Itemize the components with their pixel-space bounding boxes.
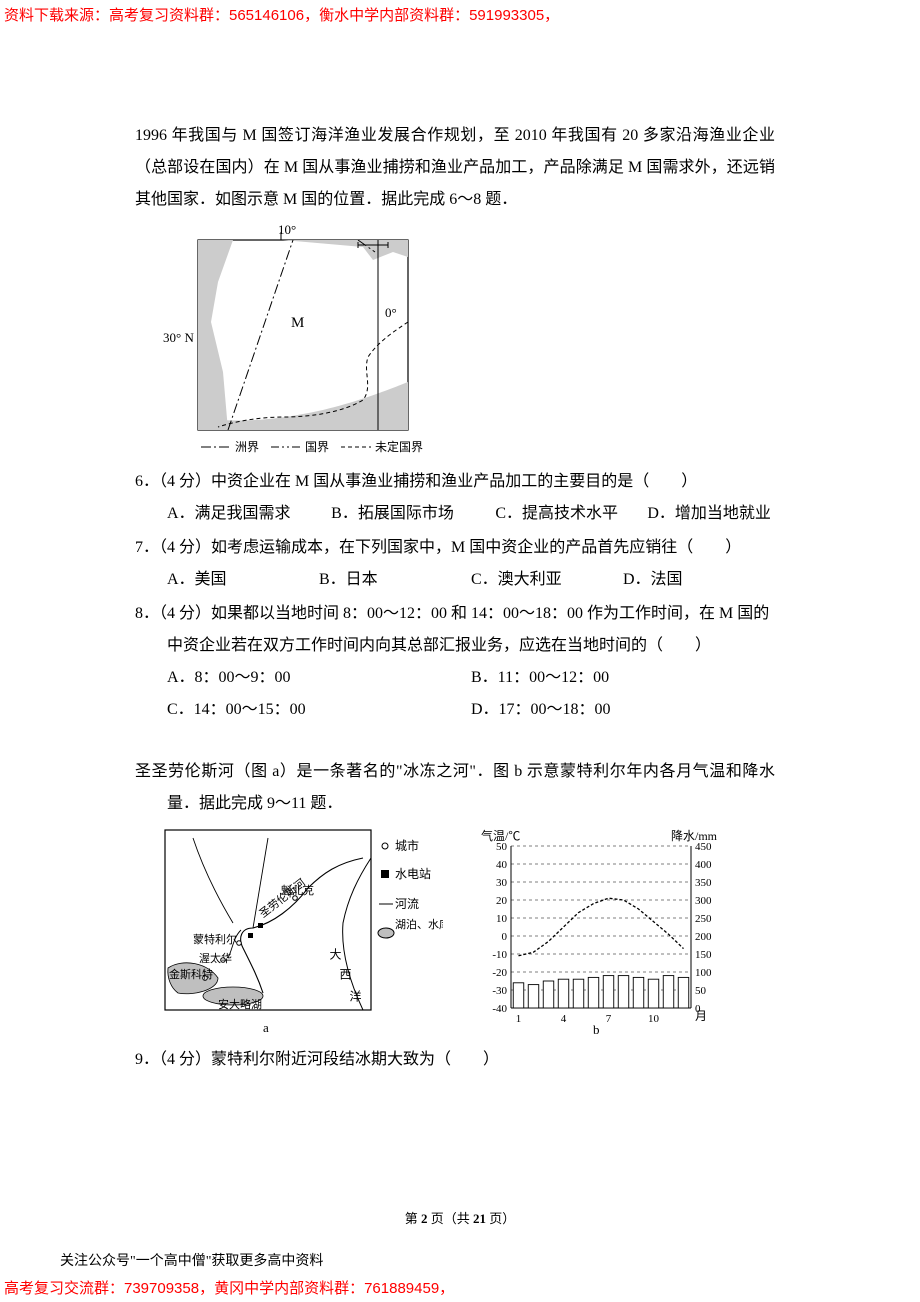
- svg-text:30: 30: [496, 877, 508, 889]
- q8-stem: 8．（4 分）如果都以当地时间 8：00～12：00 和 14：00～18：00…: [135, 598, 775, 662]
- svg-text:10: 10: [496, 913, 508, 925]
- fig2a-atlantic-1: 大: [328, 948, 342, 960]
- page-num-total: 21: [473, 1211, 486, 1226]
- fig2a-legend-hydro: 水电站: [395, 867, 431, 881]
- svg-text:洋: 洋: [348, 989, 362, 1002]
- q8-options-row2: C．14：00～15：00 D．17：00～18：00: [135, 694, 775, 726]
- figure-2a-map: 魁北克 蒙特利尔 渥太华 金斯科特 安大略湖 大 西 洋 圣劳伦斯河 城市 水电…: [163, 828, 443, 1038]
- page-num-mid: 页（共: [427, 1211, 473, 1226]
- svg-text:150: 150: [695, 949, 712, 961]
- svg-text:西: 西: [338, 968, 352, 980]
- svg-text:-10: -10: [492, 949, 507, 961]
- q7-options: A．美国 B．日本 C．澳大利亚 D．法国: [135, 564, 775, 596]
- fig1-lat30-label: 30° N: [163, 330, 194, 345]
- fig1-legend-continent: 洲界: [235, 440, 259, 454]
- q6-stem: 6．（4 分）中资企业在 M 国从事渔业捕捞和渔业产品加工的主要目的是（ ）: [135, 466, 775, 498]
- q6-opt-d: D．增加当地就业: [647, 498, 775, 530]
- svg-text:-20: -20: [492, 967, 507, 979]
- q6-opt-c: C．提高技术水平: [495, 498, 647, 530]
- svg-text:-30: -30: [492, 985, 507, 997]
- svg-text:4: 4: [561, 1013, 567, 1025]
- footer-note: 关注公众号"一个高中僧"获取更多高中资料: [60, 1250, 323, 1270]
- svg-text:100: 100: [695, 967, 712, 979]
- fig2a-caption: a: [263, 1020, 269, 1035]
- svg-text:10: 10: [648, 1013, 660, 1025]
- svg-text:20: 20: [496, 895, 508, 907]
- fig2a-kingston: 金斯科特: [169, 967, 213, 981]
- svg-text:250: 250: [695, 913, 712, 925]
- svg-text:350: 350: [695, 877, 712, 889]
- svg-text:0: 0: [502, 931, 508, 943]
- fig2a-montreal: 蒙特利尔: [193, 932, 237, 946]
- svg-text:40: 40: [496, 859, 508, 871]
- svg-text:-40: -40: [492, 1003, 507, 1015]
- watermark-top: 资料下载来源：高考复习资料群：565146106，衡水中学内部资料群：59199…: [4, 4, 559, 25]
- fig2b-xlabel: 月: [695, 1009, 707, 1023]
- q8-opt-a: A．8：00～9：00: [167, 662, 471, 694]
- fig1-legend-undefined: 未定国界: [375, 439, 423, 454]
- svg-text:200: 200: [695, 931, 712, 943]
- q7-opt-c: C．澳大利亚: [471, 564, 623, 596]
- watermark-bottom: 高考复习交流群：739709358，黄冈中学内部资料群：761889459，: [4, 1277, 454, 1298]
- q9-stem: 9．（4 分）蒙特利尔附近河段结冰期大致为（ ）: [135, 1044, 775, 1076]
- svg-text:400: 400: [695, 859, 712, 871]
- fig1-m-label: M: [291, 315, 304, 331]
- page-num-prefix: 第: [405, 1211, 421, 1226]
- page-number: 第 2 页（共 21 页）: [0, 1208, 920, 1227]
- q6-options: A．满足我国需求 B．拓展国际市场 C．提高技术水平 D．增加当地就业: [135, 498, 775, 530]
- passage-1-text: 1996 年我国与 M 国签订海洋渔业发展合作规划，至 2010 年我国有 20…: [135, 120, 775, 216]
- q8-options-row1: A．8：00～9：00 B．11：00～12：00: [135, 662, 775, 694]
- page-num-suffix: 页）: [486, 1211, 515, 1226]
- svg-text:7: 7: [606, 1013, 612, 1025]
- q8-opt-b: B．11：00～12：00: [471, 662, 775, 694]
- figure-2b-climograph: 气温/℃ 降水/mm -40-30-20-1001020304050 05010…: [463, 828, 743, 1038]
- fig2a-legend-city: 城市: [395, 838, 419, 853]
- figure-1-map: 10° 30° N 0° M 洲界 国界 未定国界: [163, 222, 775, 462]
- question-9: 9．（4 分）蒙特利尔附近河段结冰期大致为（ ）: [135, 1044, 775, 1076]
- svg-text:50: 50: [496, 841, 508, 853]
- q7-opt-d: D．法国: [623, 564, 775, 596]
- question-7: 7．（4 分）如考虑运输成本，在下列国家中，M 国中资企业的产品首先应销往（ ）…: [135, 532, 775, 596]
- fig2b-caption: b: [593, 1022, 600, 1037]
- q8-opt-c: C．14：00～15：00: [167, 694, 471, 726]
- svg-text:50: 50: [695, 985, 707, 997]
- question-6: 6．（4 分）中资企业在 M 国从事渔业捕捞和渔业产品加工的主要目的是（ ） A…: [135, 466, 775, 530]
- passage-2: 圣圣劳伦斯河（图 a）是一条著名的"冰冻之河"．图 b 示意蒙特利尔年内各月气温…: [135, 756, 775, 820]
- passage-2-text: 圣圣劳伦斯河（图 a）是一条著名的"冰冻之河"．图 b 示意蒙特利尔年内各月气温…: [135, 756, 775, 820]
- fig1-legend-national: 国界: [305, 440, 329, 454]
- svg-text:1: 1: [516, 1013, 522, 1025]
- fig1-equator-label: 0°: [385, 305, 397, 320]
- q6-opt-a: A．满足我国需求: [167, 498, 331, 530]
- q6-opt-b: B．拓展国际市场: [331, 498, 495, 530]
- q7-opt-b: B．日本: [319, 564, 471, 596]
- q8-opt-d: D．17：00～18：00: [471, 694, 775, 726]
- passage-1: 1996 年我国与 M 国签订海洋渔业发展合作规划，至 2010 年我国有 20…: [135, 120, 775, 216]
- svg-text:300: 300: [695, 895, 712, 907]
- fig2a-legend-river: 河流: [395, 897, 419, 911]
- q7-stem: 7．（4 分）如考虑运输成本，在下列国家中，M 国中资企业的产品首先应销往（ ）: [135, 532, 775, 564]
- question-8: 8．（4 分）如果都以当地时间 8：00～12：00 和 14：00～18：00…: [135, 598, 775, 726]
- page-body: 1996 年我国与 M 国签订海洋渔业发展合作规划，至 2010 年我国有 20…: [135, 120, 775, 1076]
- fig2a-ontario: 安大略湖: [218, 997, 262, 1011]
- svg-text:450: 450: [695, 841, 712, 853]
- fig2a-legend-lake: 湖泊、水库: [395, 918, 443, 931]
- fig2a-ottawa: 渥太华: [199, 951, 232, 965]
- q7-opt-a: A．美国: [167, 564, 319, 596]
- figure-2: 魁北克 蒙特利尔 渥太华 金斯科特 安大略湖 大 西 洋 圣劳伦斯河 城市 水电…: [163, 828, 775, 1038]
